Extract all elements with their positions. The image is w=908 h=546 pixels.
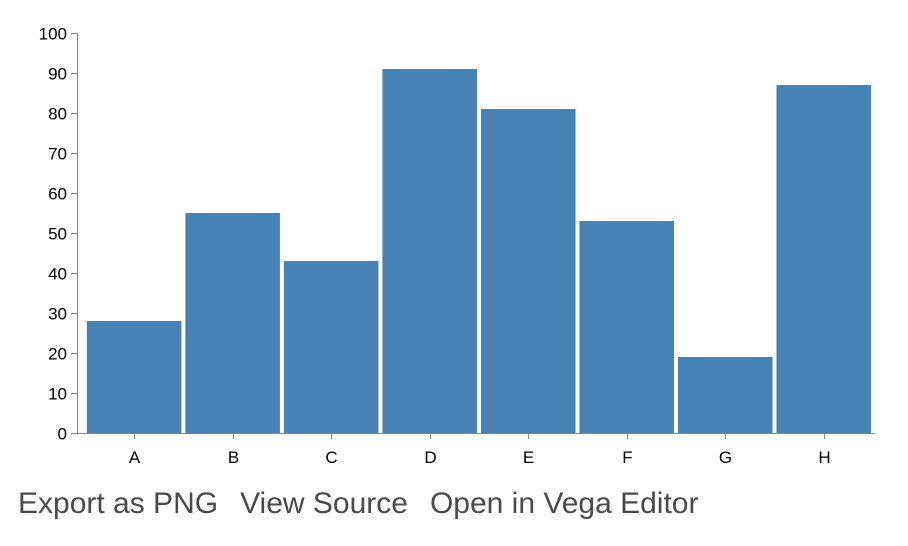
export-png-link[interactable]: Export as PNG — [18, 487, 219, 520]
y-tick-label: 20 — [48, 345, 67, 364]
bar-f — [579, 221, 675, 433]
x-tick-label: D — [424, 448, 436, 467]
bar-d — [382, 69, 477, 433]
x-tick-label: C — [325, 448, 337, 467]
view-source-link[interactable]: View Source — [240, 487, 408, 520]
x-tick-label: E — [523, 448, 534, 467]
bar-h — [776, 85, 872, 433]
y-tick-label: 80 — [48, 105, 67, 124]
x-tick-label: F — [622, 448, 632, 467]
y-tick-label: 90 — [48, 65, 67, 84]
y-tick-label: 50 — [48, 225, 67, 244]
bar-a — [86, 321, 182, 433]
x-axis: A B C D E F G H — [77, 433, 875, 467]
y-tick-label: 10 — [48, 385, 67, 404]
bar-b — [185, 213, 280, 433]
open-vega-editor-link[interactable]: Open in Vega Editor — [429, 487, 699, 520]
bar-e — [480, 109, 576, 433]
y-tick-label: 30 — [48, 305, 67, 324]
x-tick-label: G — [719, 448, 732, 467]
bar-g — [677, 357, 773, 433]
bar-chart: 0 10 20 30 40 50 60 70 80 90 100 A B C D E F G H — [39, 25, 875, 467]
bars-group — [86, 69, 872, 433]
bar-c — [283, 261, 379, 433]
y-tick-label: 40 — [48, 265, 67, 284]
x-tick-label: H — [818, 448, 830, 467]
x-tick-label: A — [129, 448, 141, 467]
y-tick-label: 100 — [39, 25, 67, 44]
y-tick-label: 60 — [48, 185, 67, 204]
y-tick-label: 70 — [48, 145, 67, 164]
x-tick-label: B — [228, 448, 239, 467]
y-axis: 0 10 20 30 40 50 60 70 80 90 100 — [39, 25, 78, 444]
chart-actions: Export as PNG View Source Open in Vega E… — [18, 484, 698, 524]
y-tick-label: 0 — [58, 425, 67, 444]
